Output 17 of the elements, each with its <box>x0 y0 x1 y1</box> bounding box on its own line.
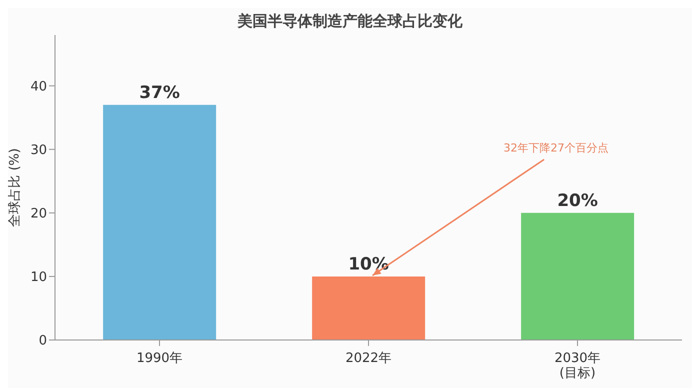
y-tick-label: 20 <box>30 206 47 222</box>
y-tick-label: 40 <box>30 79 47 94</box>
y-tick-label: 10 <box>30 270 47 286</box>
annotation: 32年下降27个百分点 <box>504 141 609 154</box>
data-label: 10% <box>348 254 389 274</box>
x-tick-label: 1990年 <box>136 351 183 366</box>
y-tick-label: 30 <box>30 142 47 158</box>
chart-title: 美国半导体制造产能全球占比变化 <box>236 12 464 31</box>
bar <box>103 104 216 340</box>
bar <box>521 212 634 340</box>
data-label: 20% <box>557 190 598 211</box>
y-tick-label: 0 <box>38 334 47 349</box>
bar <box>312 276 426 340</box>
data-label: 37% <box>139 82 180 103</box>
x-tick-label: 2030年 (目标) <box>554 351 601 381</box>
x-tick-label: 2022年 <box>345 351 392 366</box>
y-axis-title: 全球占比 (%) <box>8 148 23 227</box>
